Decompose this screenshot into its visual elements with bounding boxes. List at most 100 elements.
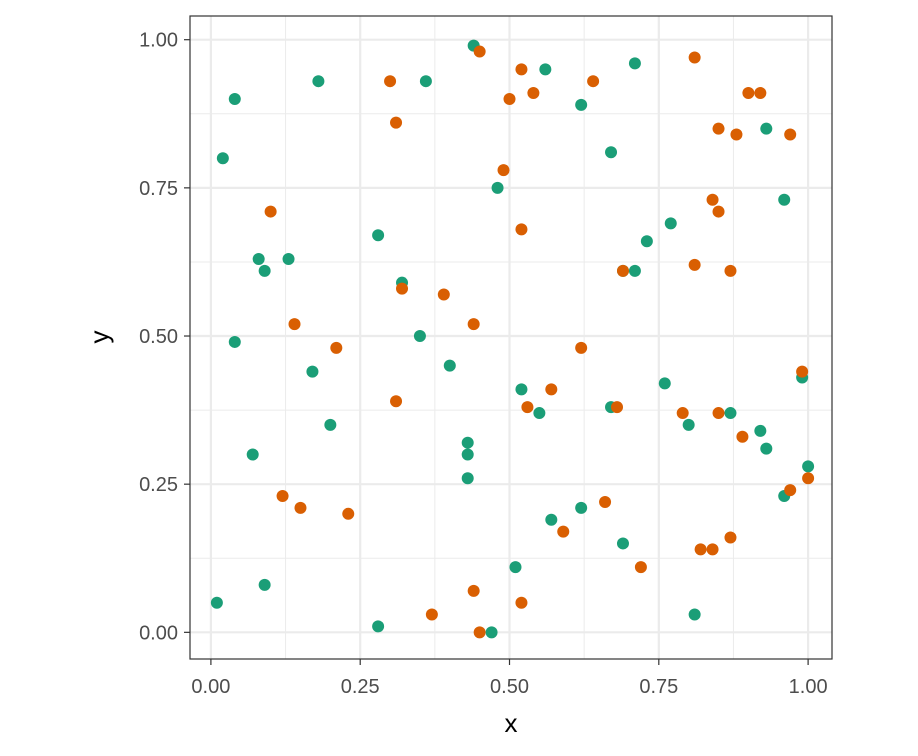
data-point [467,318,480,331]
data-point [396,282,409,295]
data-point [497,164,510,177]
data-point [682,418,695,431]
data-point [712,122,725,135]
data-point [754,87,767,100]
data-point [228,92,241,105]
data-point [372,229,385,242]
data-point [252,252,265,265]
data-point [778,193,791,206]
data-point [491,181,504,194]
data-point [282,252,295,265]
data-point [605,146,618,159]
y-tick-label: 0.50 [139,326,178,348]
y-tick-label: 0.00 [139,622,178,644]
data-point [730,128,743,141]
data-point [330,341,343,354]
data-point [515,223,528,236]
plot-panel-border [189,15,833,660]
data-point [258,264,271,277]
minor-gridlines [190,16,832,659]
y-tick-label: 0.75 [139,178,178,200]
x-tick-label: 0.25 [341,676,380,698]
data-point [760,442,773,455]
data-point [796,365,809,378]
data-point [712,407,725,420]
data-point [216,152,229,165]
data-point [784,128,797,141]
data-point [634,561,647,574]
data-point [372,620,385,633]
data-point [437,288,450,301]
data-point [515,596,528,609]
data-point [724,407,737,420]
x-axis-title: x [505,708,518,738]
major-gridlines [190,16,832,659]
data-point [616,537,629,550]
data-point [736,430,749,443]
data-point [485,626,498,639]
x-tick-label: 0.75 [639,676,678,698]
data-point [390,395,403,408]
data-point [784,484,797,497]
data-point [419,75,432,88]
data-point [611,401,624,414]
data-point [515,63,528,76]
data-point [425,608,438,621]
x-tick-label: 1.00 [789,676,828,698]
plot-panel-background [190,16,832,659]
data-point [688,51,701,64]
y-tick-label: 1.00 [139,30,178,52]
data-point [802,460,815,473]
data-point [706,543,719,556]
data-point [664,217,677,230]
data-point [390,116,403,129]
data-point [509,561,522,574]
data-point [545,383,558,396]
y-tick-label: 0.25 [139,474,178,496]
data-points [210,39,815,639]
data-point [384,75,397,88]
data-point [724,264,737,277]
data-point [688,258,701,271]
data-point [688,608,701,621]
data-point [616,264,629,277]
data-point [276,490,289,503]
data-point [467,584,480,597]
data-point [724,531,737,544]
data-point [461,436,474,449]
data-point [503,92,516,105]
y-axis-ticks: 0.00 0.25 0.50 0.75 1.00 [139,30,190,644]
data-point [294,501,307,514]
data-point [628,57,641,70]
data-point [802,472,815,485]
data-point [599,495,612,508]
data-point [210,596,223,609]
data-point [545,513,558,526]
data-point [473,45,486,58]
data-point [413,330,426,343]
data-point [473,626,486,639]
data-point [533,407,546,420]
data-point [676,407,689,420]
x-tick-label: 0.00 [191,676,230,698]
x-axis-ticks: 0.00 0.25 0.50 0.75 1.00 [191,659,828,698]
data-point [575,98,588,111]
data-point [754,424,767,437]
data-point [258,578,271,591]
data-point [712,205,725,218]
data-point [742,87,755,100]
data-point [628,264,641,277]
data-point [228,335,241,348]
data-point [324,418,337,431]
data-point [461,472,474,485]
data-point [760,122,773,135]
data-point [640,235,653,248]
data-point [342,507,355,520]
data-point [557,525,570,538]
data-point [461,448,474,461]
data-point [306,365,319,378]
data-point [658,377,671,390]
data-point [246,448,259,461]
data-point [539,63,552,76]
